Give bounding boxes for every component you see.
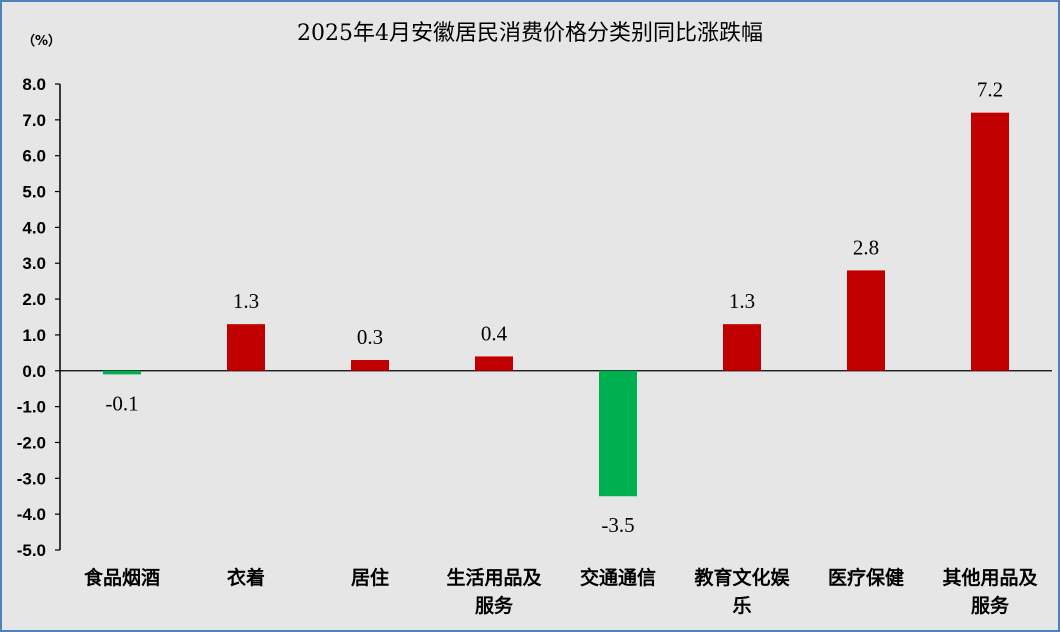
y-tick-label: 6.0 — [22, 147, 46, 166]
x-tick-label: 交通通信 — [580, 566, 656, 589]
x-tick-label: 服务 — [475, 594, 514, 617]
y-tick-label: 4.0 — [22, 218, 46, 237]
y-tick-label: -3.0 — [17, 469, 46, 488]
data-label: 0.4 — [481, 321, 508, 345]
data-label: 7.2 — [977, 78, 1003, 102]
x-tick-label: 衣着 — [227, 566, 265, 589]
data-labels: -0.1 1.3 0.3 0.4 -3.5 1.3 2.8 7.2 — [105, 78, 1003, 538]
y-tick-label: -2.0 — [17, 433, 46, 452]
bar-1 — [227, 324, 265, 371]
y-tick-label: 0.0 — [22, 362, 46, 381]
x-tick-label: 服务 — [971, 594, 1010, 617]
data-label: 0.3 — [357, 325, 383, 349]
y-tick-label: 8.0 — [22, 75, 46, 94]
data-label: 1.3 — [729, 289, 755, 313]
y-tick-label: -5.0 — [17, 541, 46, 560]
x-tick-label: 乐 — [732, 595, 751, 617]
bar-7 — [971, 112, 1009, 371]
x-tick-label: 其他用品及 — [942, 566, 1038, 589]
bar-5 — [723, 324, 761, 371]
data-label: 1.3 — [233, 289, 259, 313]
y-tick-label: 7.0 — [22, 111, 46, 130]
y-tick-label: 2.0 — [22, 290, 46, 309]
chart-title: 2025年4月安徽居民消费价格分类别同比涨跌幅 — [297, 21, 763, 46]
x-tick-label: 食品烟酒 — [84, 566, 160, 589]
y-tick-label: 1.0 — [22, 326, 46, 345]
bar-6 — [847, 270, 885, 371]
y-tick-label: 3.0 — [22, 254, 46, 273]
x-tick-label: 居住 — [351, 566, 389, 589]
bar-4 — [599, 370, 637, 497]
data-label: -0.1 — [105, 391, 138, 415]
x-tick-label: 生活用品及 — [446, 566, 542, 589]
axes: 8.0 7.0 6.0 5.0 4.0 3.0 2.0 1.0 0.0 -1.0 -2.0 -3.0 -… — [17, 75, 1052, 560]
bar-0 — [103, 370, 141, 375]
data-label: -3.5 — [601, 513, 634, 537]
bars — [103, 112, 1009, 497]
bar-3 — [475, 356, 513, 371]
x-tick-label: 教育文化娱 — [694, 566, 790, 589]
y-tick-label: -1.0 — [17, 398, 46, 417]
x-tick-label: 医疗保健 — [828, 566, 904, 589]
data-label: 2.8 — [853, 235, 879, 259]
bar-2 — [351, 360, 389, 371]
y-unit-label: （%） — [22, 33, 61, 49]
y-tick-label: 5.0 — [22, 183, 46, 202]
y-tick-label: -4.0 — [17, 505, 46, 524]
